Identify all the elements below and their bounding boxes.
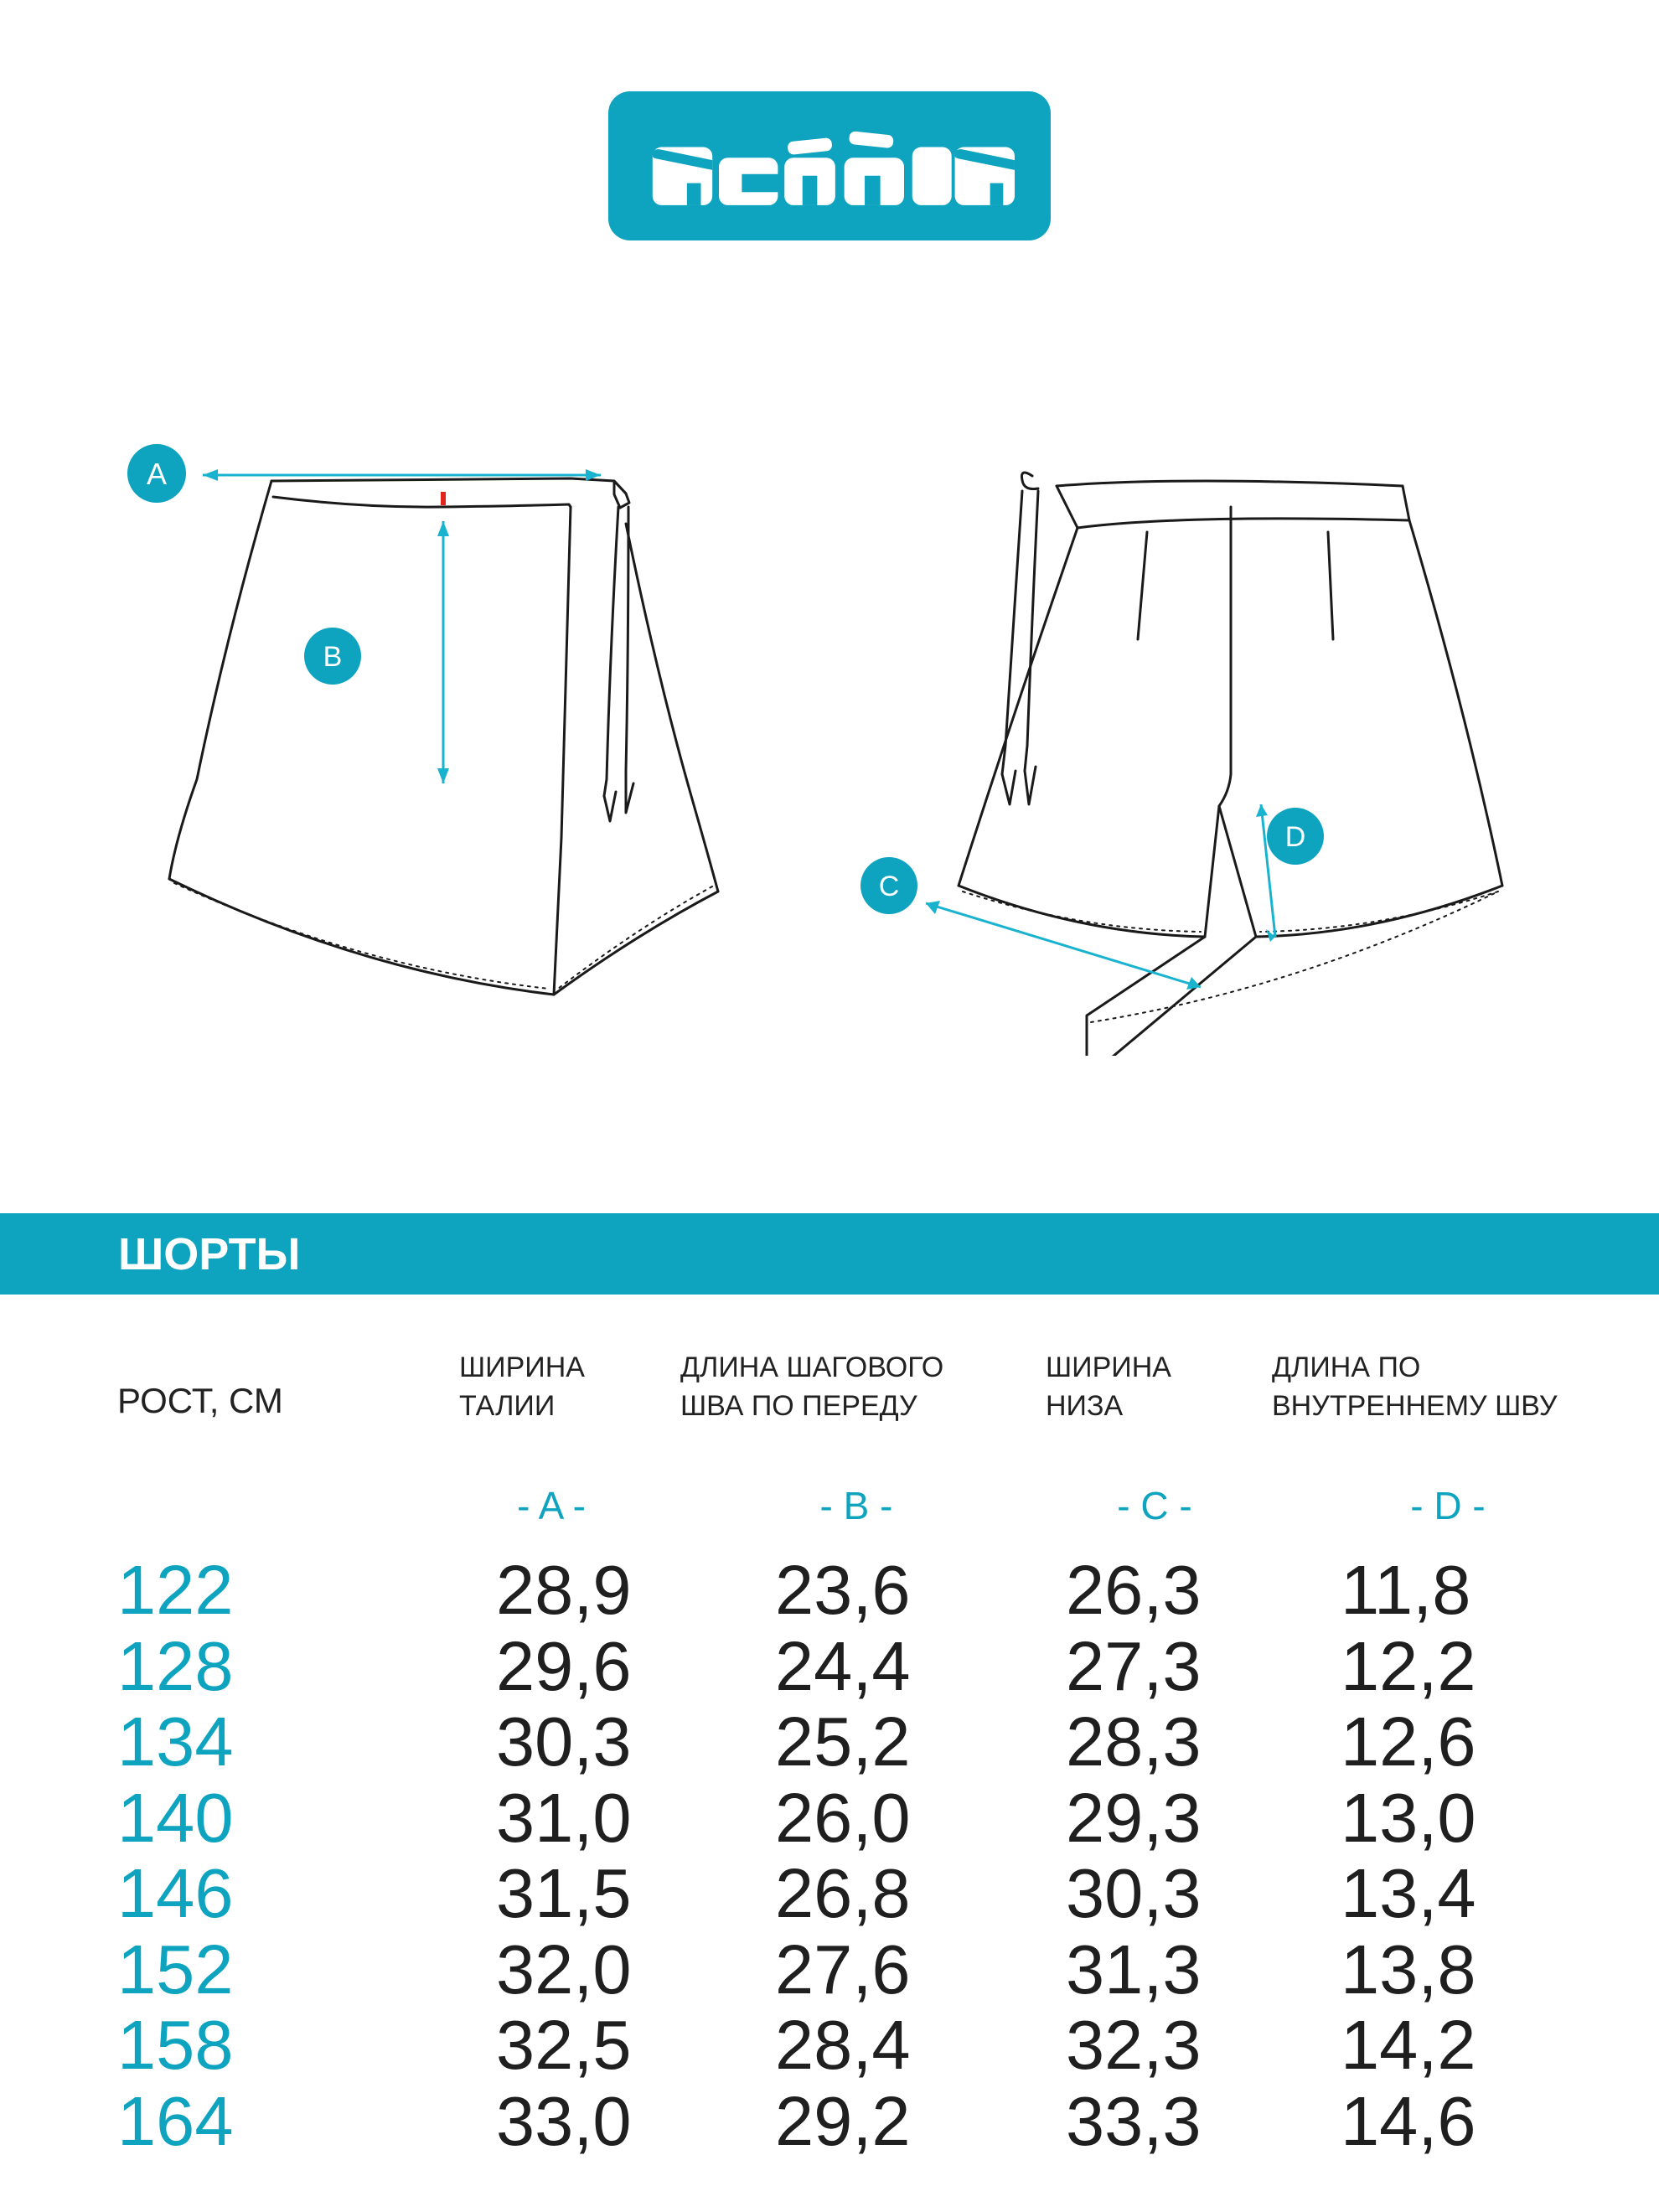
svg-text:D: D: [1285, 821, 1306, 853]
svg-text:B: B: [323, 641, 343, 673]
svg-text:A: A: [147, 457, 167, 491]
svg-text:C: C: [879, 871, 900, 902]
